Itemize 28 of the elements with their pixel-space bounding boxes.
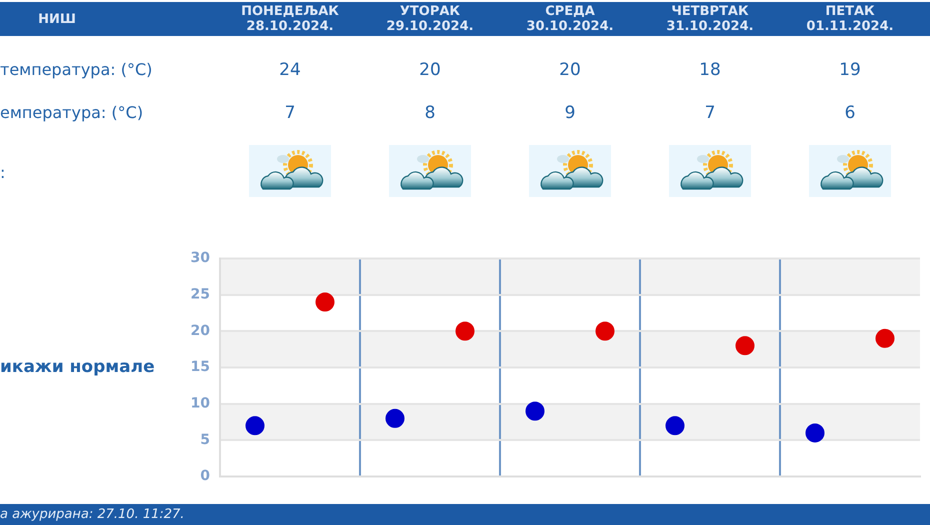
data-label: 8 [424, 103, 436, 123]
text: а ажурирана: 27.10. 11:27. [0, 506, 184, 524]
data-label: 7 [704, 103, 716, 123]
y-tick-label: 15 [190, 359, 210, 376]
text: температура: (°C) [0, 60, 152, 80]
data-label: 7 [284, 103, 296, 123]
data-label: 20 [558, 60, 582, 80]
data-label: 6 [844, 103, 856, 123]
y-tick-label: 30 [190, 250, 210, 266]
text: : [0, 163, 6, 183]
data-label: 19 [838, 60, 862, 80]
text: икажи нормале [0, 357, 155, 377]
y-tick-label: 25 [190, 286, 210, 302]
text: НИШ [37, 10, 77, 28]
data-label: 24 [278, 60, 302, 80]
text: СРЕДА 30.10.2024. [525, 3, 615, 36]
y-tick-label: 20 [190, 322, 210, 339]
text: УТОРАК 29.10.2024. [385, 3, 475, 36]
data-label: 9 [564, 103, 576, 123]
text: ПОНЕДЕЉАК 28.10.2024. [240, 3, 340, 36]
text: емпература: (°C) [0, 103, 144, 123]
text: ПЕТАК 01.11.2024. [805, 3, 895, 36]
y-tick-label: 5 [200, 432, 210, 448]
text: ЧЕТВРТАК 31.10.2024. [665, 3, 755, 36]
y-tick-label: 10 [190, 396, 210, 412]
data-label: 18 [698, 60, 722, 80]
data-label: 20 [418, 60, 442, 80]
y-tick-label: 0 [200, 468, 210, 484]
